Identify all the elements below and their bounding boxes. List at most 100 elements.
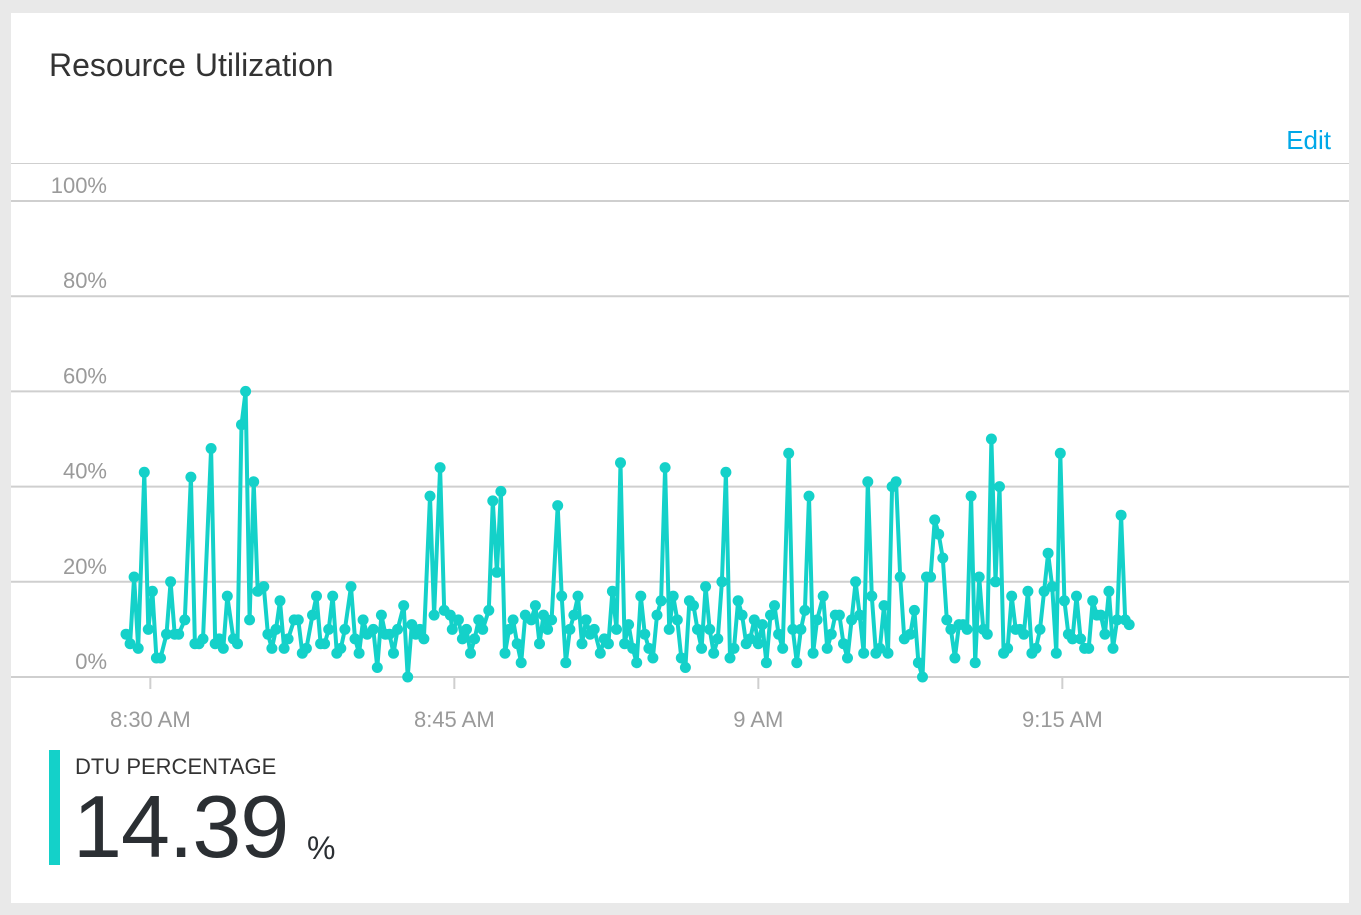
data-point bbox=[469, 633, 481, 645]
data-point bbox=[594, 647, 606, 659]
data-point bbox=[787, 623, 799, 635]
data-point bbox=[1103, 585, 1115, 597]
data-point bbox=[515, 657, 527, 669]
data-point bbox=[274, 595, 286, 607]
data-point bbox=[696, 642, 708, 654]
data-point bbox=[882, 647, 894, 659]
data-point bbox=[791, 657, 803, 669]
metric-unit: % bbox=[307, 830, 336, 866]
data-point bbox=[1006, 590, 1018, 602]
data-point bbox=[323, 623, 335, 635]
dtu-line-chart: 0% 20% 40% 60% 80% 100% 8:30 AM 8:45 AM 9 AM 9:1… bbox=[11, 173, 1349, 732]
data-point bbox=[511, 638, 523, 650]
data-point bbox=[716, 576, 728, 588]
data-point bbox=[858, 647, 870, 659]
data-point bbox=[300, 642, 312, 654]
data-point bbox=[752, 638, 764, 650]
data-point bbox=[132, 642, 144, 654]
data-point bbox=[994, 481, 1005, 493]
data-point bbox=[949, 652, 961, 664]
data-point bbox=[461, 623, 472, 635]
data-point bbox=[969, 657, 981, 669]
data-point bbox=[424, 490, 436, 502]
data-point bbox=[1058, 595, 1070, 607]
data-point bbox=[1123, 619, 1135, 631]
data-point bbox=[615, 457, 626, 469]
data-point bbox=[675, 652, 687, 664]
data-point bbox=[197, 633, 209, 645]
data-point bbox=[1083, 642, 1095, 654]
data-point bbox=[507, 614, 519, 626]
data-point bbox=[258, 581, 270, 593]
data-point bbox=[846, 614, 858, 626]
data-point bbox=[262, 628, 274, 640]
data-point bbox=[446, 623, 458, 635]
series-layer bbox=[120, 385, 1135, 683]
data-point bbox=[817, 590, 829, 602]
edit-link[interactable]: Edit bbox=[1286, 125, 1331, 155]
data-point bbox=[588, 623, 600, 635]
y-tick-label: 100% bbox=[51, 173, 107, 198]
metric-label: DTU PERCENTAGE bbox=[75, 754, 277, 779]
data-point bbox=[850, 576, 862, 588]
data-point bbox=[529, 600, 541, 612]
metric-color-bar bbox=[49, 750, 60, 865]
data-point bbox=[965, 490, 977, 502]
data-point bbox=[838, 638, 849, 650]
data-point bbox=[990, 576, 1001, 588]
data-point bbox=[292, 614, 304, 626]
data-point bbox=[434, 462, 446, 474]
y-axis-labels: 0% 20% 40% 60% 80% 100% bbox=[51, 173, 107, 674]
data-point bbox=[1018, 628, 1030, 640]
data-point bbox=[894, 571, 906, 583]
data-point bbox=[525, 614, 537, 626]
data-point bbox=[240, 385, 252, 397]
data-point bbox=[663, 623, 675, 635]
data-point bbox=[384, 628, 395, 640]
data-point bbox=[811, 614, 823, 626]
data-point bbox=[760, 657, 772, 669]
data-point bbox=[961, 623, 973, 635]
data-point bbox=[311, 590, 322, 602]
data-point bbox=[428, 609, 440, 621]
metric-value: 14.39 bbox=[73, 777, 289, 876]
data-point bbox=[803, 490, 815, 502]
data-point bbox=[568, 609, 580, 621]
data-point bbox=[1071, 590, 1082, 602]
data-point bbox=[576, 638, 588, 650]
data-point bbox=[495, 485, 507, 497]
y-tick-label: 80% bbox=[63, 268, 107, 293]
data-point bbox=[659, 462, 671, 474]
data-point bbox=[748, 614, 760, 626]
data-point bbox=[282, 633, 294, 645]
data-point bbox=[392, 623, 404, 635]
data-point bbox=[398, 600, 410, 612]
data-point bbox=[724, 652, 736, 664]
data-point bbox=[606, 585, 618, 597]
data-point bbox=[807, 647, 819, 659]
data-point bbox=[319, 638, 331, 650]
data-point bbox=[1111, 614, 1123, 626]
data-point bbox=[712, 633, 724, 645]
data-point bbox=[765, 609, 776, 621]
data-point bbox=[244, 614, 256, 626]
data-point bbox=[627, 642, 639, 654]
data-point bbox=[213, 633, 225, 645]
data-point bbox=[708, 647, 720, 659]
data-point bbox=[155, 652, 166, 664]
x-tick-label: 8:45 AM bbox=[414, 707, 495, 732]
data-point bbox=[138, 466, 150, 478]
data-point bbox=[124, 638, 136, 650]
data-point bbox=[773, 628, 785, 640]
data-point bbox=[477, 623, 489, 635]
data-point bbox=[217, 642, 229, 654]
grid-lines bbox=[11, 200, 1349, 678]
data-point bbox=[375, 609, 387, 621]
data-point bbox=[912, 657, 924, 669]
data-point bbox=[973, 571, 985, 583]
data-point bbox=[205, 443, 217, 454]
data-point bbox=[146, 585, 158, 597]
data-point bbox=[1107, 642, 1119, 654]
x-tick-label: 9 AM bbox=[733, 707, 783, 732]
data-point bbox=[142, 623, 154, 635]
